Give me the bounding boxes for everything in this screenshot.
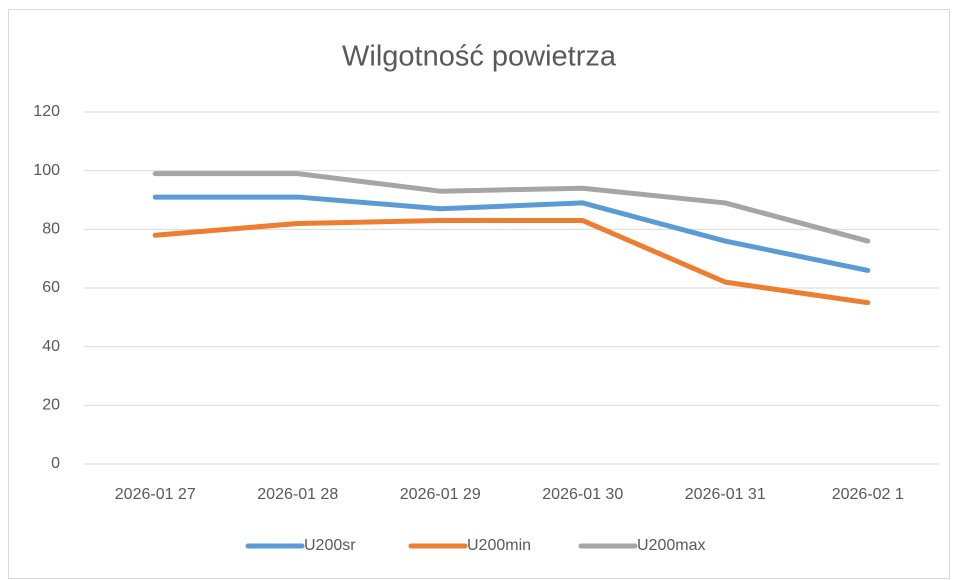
- series-line: [152, 194, 871, 273]
- y-tick-label: 0: [51, 455, 60, 472]
- x-tick-label: 2026-01 30: [542, 486, 623, 503]
- legend-label: U200sr: [304, 537, 356, 554]
- x-tick-label: 2026-02 1: [832, 486, 904, 503]
- y-tick-label: 100: [33, 162, 60, 179]
- chart-title: Wilgotność powietrza: [342, 41, 617, 73]
- legend-label: U200min: [467, 537, 531, 554]
- x-tick-label: 2026-01 28: [257, 486, 338, 503]
- series-line: [152, 171, 871, 244]
- y-tick-label: 120: [33, 103, 60, 120]
- legend-label: U200max: [637, 537, 705, 554]
- y-tick-label: 40: [42, 338, 60, 355]
- x-tick-label: 2026-01 27: [115, 486, 196, 503]
- y-tick-label: 60: [42, 279, 60, 296]
- y-tick-label: 80: [42, 221, 60, 238]
- y-tick-label: 20: [42, 397, 60, 414]
- x-tick-label: 2026-01 31: [685, 486, 766, 503]
- x-tick-label: 2026-01 29: [400, 486, 481, 503]
- series-line: [152, 218, 871, 306]
